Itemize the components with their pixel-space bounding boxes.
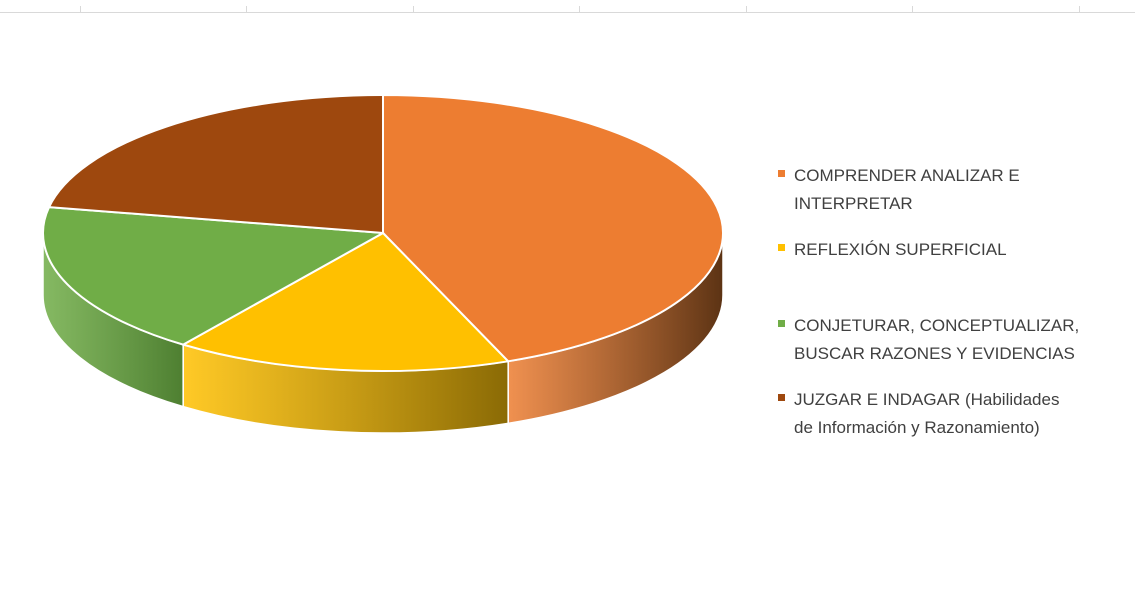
pie-slice [182,232,510,372]
legend-label: CONJETURAR, CONCEPTUALIZAR, BUSCAR RAZON… [794,316,1080,363]
legend-item-juzgar: JUZGAR E INDAGAR (Habilidades de Informa… [778,386,1059,442]
legend-swatch [778,170,785,177]
legend-label: REFLEXIÓN SUPERFICIAL [794,240,1007,259]
legend-swatch [778,320,785,327]
legend-item-reflexion: REFLEXIÓN SUPERFICIAL [778,236,1007,264]
top-tick-mark [80,6,81,13]
top-tick-mark [912,6,913,13]
legend-swatch [778,394,785,401]
legend-item-conjeturar: CONJETURAR, CONCEPTUALIZAR, BUSCAR RAZON… [778,312,1079,368]
top-tick-mark [413,6,414,13]
top-tick-mark [1079,6,1080,13]
top-gridline [0,12,1135,13]
pie-slice [382,94,724,363]
top-tick-mark [579,6,580,13]
legend-swatch [778,244,785,251]
legend-label: JUZGAR E INDAGAR (Habilidades de Informa… [794,390,1060,437]
legend-label: COMPRENDER ANALIZAR E INTERPRETAR [794,166,1020,213]
pie-slice [48,94,384,234]
pie-slice [42,206,384,346]
legend-item-comprender: COMPRENDER ANALIZAR E INTERPRETAR [778,162,1020,218]
top-tick-mark [246,6,247,13]
top-tick-mark [746,6,747,13]
